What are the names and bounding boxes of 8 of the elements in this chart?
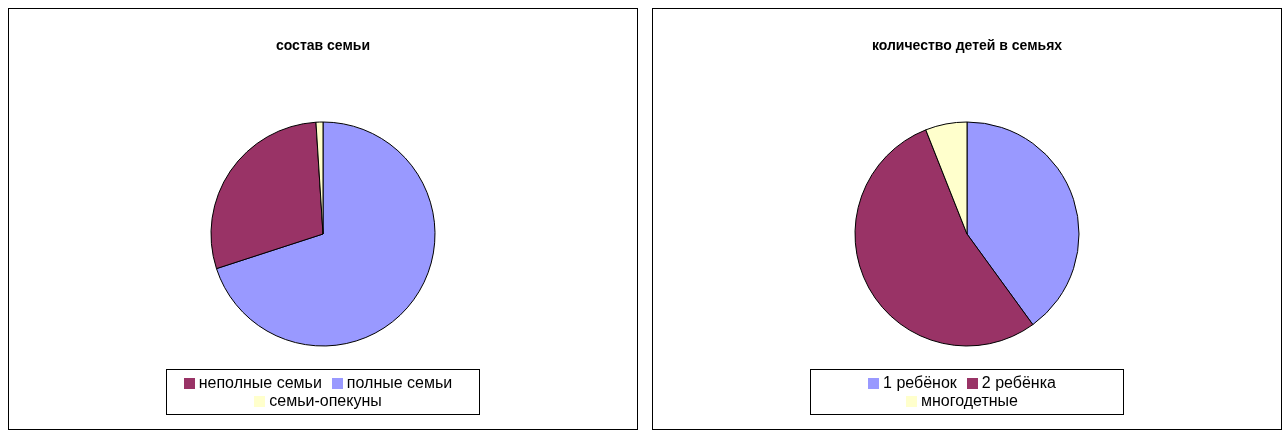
chart-title: количество детей в семьях — [870, 37, 1064, 53]
legend-label: 2 ребёнка — [981, 374, 1056, 391]
legend-label: многодетные — [920, 392, 1019, 409]
chart-title: состав семьи — [274, 37, 371, 53]
legend-label: 1 ребёнок — [883, 374, 957, 391]
legend-label: полные семьи — [346, 374, 453, 391]
legend-label: семьи-опекуны — [269, 392, 382, 409]
legend-label: неполные семьи — [198, 374, 322, 391]
